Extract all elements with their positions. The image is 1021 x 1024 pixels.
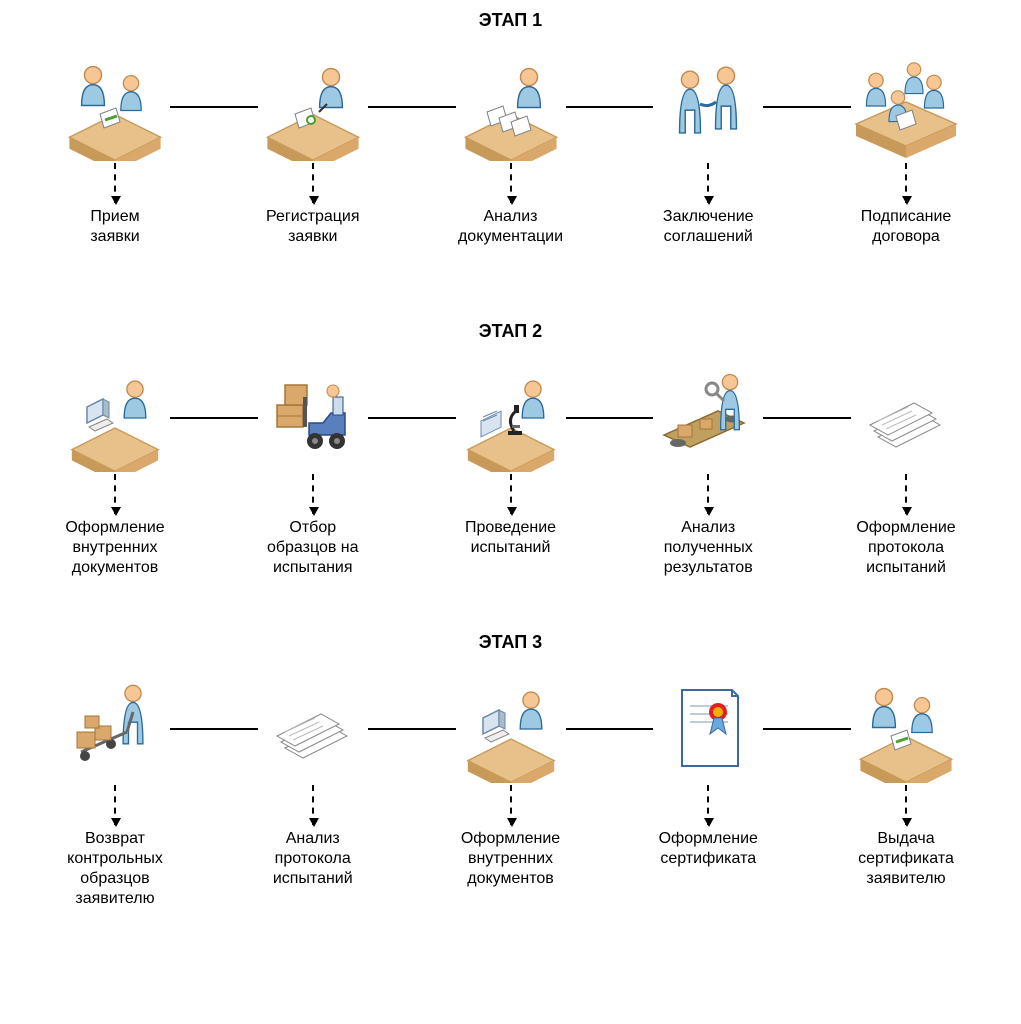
down-arrow — [510, 163, 512, 203]
down-arrow — [905, 474, 907, 514]
step-caption: Регистрация заявки — [266, 207, 360, 247]
step-node: Регистрация заявки — [223, 51, 403, 247]
step-node: Проведение испытаний — [421, 362, 601, 578]
step-caption: Оформление внутренних документов — [65, 518, 164, 578]
stage-row: Возврат контрольных образцов заявителю А… — [15, 673, 1006, 903]
step-node: Оформление сертификата — [618, 673, 798, 909]
down-arrow — [707, 785, 709, 825]
step-caption: Оформление протокола испытаний — [856, 518, 955, 578]
step-node: Оформление внутренних документов — [421, 673, 601, 909]
desk-two-people-icon — [60, 51, 170, 161]
down-arrow — [312, 785, 314, 825]
step-caption: Оформление сертификата — [659, 829, 758, 869]
step-node: Возврат контрольных образцов заявителю — [25, 673, 205, 909]
stage-1: ЭТАП 1 Прием заявки Регистрация заявки Анал… — [15, 10, 1006, 281]
down-arrow — [510, 785, 512, 825]
step-caption: Анализ документации — [458, 207, 563, 247]
down-arrow — [510, 474, 512, 514]
stage-row: Оформление внутренних документов Отбор о… — [15, 362, 1006, 592]
forklift-icon — [258, 362, 368, 472]
certificate-icon — [653, 673, 763, 783]
stage-title: ЭТАП 3 — [15, 632, 1006, 653]
stage-title: ЭТАП 2 — [15, 321, 1006, 342]
down-arrow — [114, 785, 116, 825]
step-caption: Возврат контрольных образцов заявителю — [67, 829, 163, 909]
cart-boxes-icon — [60, 673, 170, 783]
desk-computer-icon — [456, 673, 566, 783]
meeting-table-icon — [851, 51, 961, 161]
steps-container: Оформление внутренних документов Отбор о… — [15, 362, 1006, 578]
conveyor-inspect-icon — [653, 362, 763, 472]
paper-stack-icon — [851, 362, 961, 472]
step-node: Подписание договора — [816, 51, 996, 247]
step-node: Анализ полученных результатов — [618, 362, 798, 578]
step-caption: Прием заявки — [90, 207, 139, 247]
steps-container: Прием заявки Регистрация заявки Анализ док… — [15, 51, 1006, 247]
step-node: Заключение соглашений — [618, 51, 798, 247]
step-caption: Оформление внутренних документов — [461, 829, 560, 889]
step-caption: Заключение соглашений — [663, 207, 754, 247]
step-node: Отбор образцов на испытания — [223, 362, 403, 578]
step-caption: Анализ протокола испытаний — [273, 829, 353, 889]
paper-stack-icon — [258, 673, 368, 783]
step-caption: Выдача сертификата заявителю — [858, 829, 954, 889]
steps-container: Возврат контрольных образцов заявителю А… — [15, 673, 1006, 909]
step-caption: Подписание договора — [861, 207, 952, 247]
step-caption: Отбор образцов на испытания — [267, 518, 359, 578]
step-node: Прием заявки — [25, 51, 205, 247]
step-node: Анализ документации — [421, 51, 601, 247]
step-node: Оформление протокола испытаний — [816, 362, 996, 578]
step-node: Анализ протокола испытаний — [223, 673, 403, 909]
step-node: Оформление внутренних документов — [25, 362, 205, 578]
step-caption: Проведение испытаний — [465, 518, 556, 558]
desk-writing-icon — [258, 51, 368, 161]
step-caption: Анализ полученных результатов — [664, 518, 753, 578]
stage-3: ЭТАП 3 Возврат контрольных образцов заяв… — [15, 632, 1006, 903]
down-arrow — [114, 163, 116, 203]
down-arrow — [312, 163, 314, 203]
down-arrow — [905, 163, 907, 203]
desk-papers-icon — [456, 51, 566, 161]
down-arrow — [114, 474, 116, 514]
lab-microscope-icon — [456, 362, 566, 472]
handshake-icon — [653, 51, 763, 161]
stage-title: ЭТАП 1 — [15, 10, 1006, 31]
step-node: Выдача сертификата заявителю — [816, 673, 996, 909]
stage-row: Прием заявки Регистрация заявки Анализ док… — [15, 51, 1006, 281]
desk-computer-icon — [60, 362, 170, 472]
down-arrow — [707, 163, 709, 203]
desk-two-people-icon — [851, 673, 961, 783]
down-arrow — [707, 474, 709, 514]
stage-2: ЭТАП 2 Оформление внутренних документов … — [15, 321, 1006, 592]
down-arrow — [312, 474, 314, 514]
down-arrow — [905, 785, 907, 825]
